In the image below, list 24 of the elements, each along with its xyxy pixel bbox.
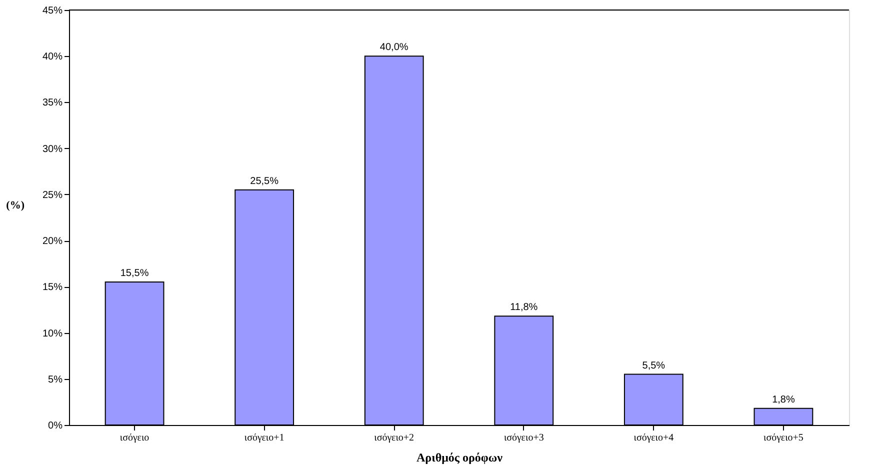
- y-tick-label: 25%: [42, 190, 63, 201]
- x-tick-label: ισόγειο+3: [504, 432, 544, 444]
- data-label: 1,8%: [772, 394, 795, 406]
- y-tick-label: 10%: [42, 328, 63, 340]
- x-tick-label: ισόγειο+1: [244, 432, 284, 444]
- y-tick-label: 0%: [48, 420, 63, 432]
- y-tick-label: 20%: [42, 236, 63, 248]
- x-tick-label: ισόγειο: [120, 432, 150, 444]
- y-tick-label: 45%: [42, 6, 63, 16]
- y-tick-label: 35%: [42, 98, 63, 109]
- data-label: 40,0%: [380, 42, 408, 54]
- y-tick-label: 40%: [42, 52, 63, 63]
- y-axis-title: (%): [6, 200, 25, 212]
- data-label: 11,8%: [510, 302, 538, 314]
- x-tick-label: ισόγειο+5: [764, 432, 804, 444]
- y-tick-label: 5%: [48, 374, 63, 386]
- x-axis-title: Αριθμός ορόφων: [416, 450, 504, 464]
- data-label: 15,5%: [120, 268, 149, 280]
- data-label: 5,5%: [642, 360, 666, 372]
- y-tick-label: 15%: [42, 282, 63, 294]
- x-tick-label: ισόγειο+4: [634, 432, 674, 444]
- y-tick-label: 30%: [42, 144, 63, 155]
- data-label: 25,5%: [250, 176, 279, 187]
- x-tick-label: ισόγειο+2: [374, 432, 414, 444]
